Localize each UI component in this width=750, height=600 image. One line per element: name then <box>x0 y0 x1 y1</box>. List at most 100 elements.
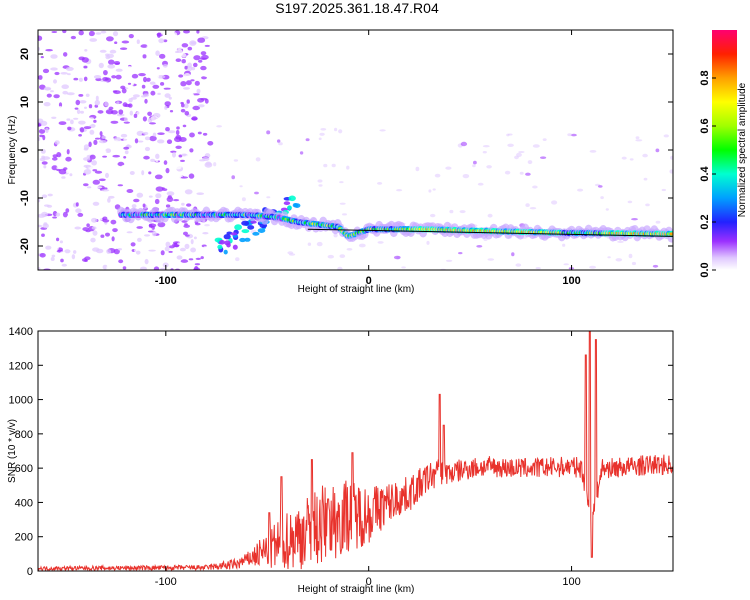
colorbar: 0.0 0.2 0.4 0.6 0.8 Normalized spectral ampl… <box>699 30 748 278</box>
speckle <box>167 195 172 199</box>
speckle <box>118 109 124 115</box>
speckle <box>114 41 118 44</box>
speckle <box>605 208 609 211</box>
speckle <box>160 250 165 256</box>
speckle <box>190 247 197 253</box>
y-tick-label: 1000 <box>9 395 33 407</box>
speckle <box>415 166 420 172</box>
speckle <box>93 139 98 145</box>
speckle <box>144 234 150 237</box>
speckle <box>89 38 98 42</box>
speckle <box>144 47 152 50</box>
speckle <box>83 183 89 187</box>
speckle <box>128 34 134 39</box>
speckle <box>518 151 525 153</box>
speckle <box>670 155 673 160</box>
speckle <box>61 263 67 267</box>
speckle <box>529 207 537 210</box>
speckle <box>76 109 81 115</box>
speckle <box>643 177 648 181</box>
speckle <box>184 73 191 77</box>
speckle <box>89 129 95 135</box>
speckle <box>45 127 49 133</box>
speckle <box>101 189 110 192</box>
speckle <box>669 169 673 174</box>
speckle <box>506 133 510 137</box>
speckle <box>207 30 213 34</box>
speckle <box>184 111 190 116</box>
speckle <box>38 75 43 80</box>
speckle <box>181 53 187 58</box>
speckle <box>540 156 547 159</box>
speckle <box>377 182 383 185</box>
speckle <box>203 73 212 78</box>
speckle <box>65 208 70 213</box>
speckle <box>78 148 86 153</box>
speckle <box>143 76 147 83</box>
speckle <box>460 141 468 147</box>
speckle <box>60 72 68 75</box>
speckle <box>287 251 294 255</box>
speckle <box>99 131 103 137</box>
speckle <box>112 31 119 37</box>
speckle <box>166 191 175 197</box>
speckle <box>504 170 511 175</box>
speckle <box>663 134 669 138</box>
speckle <box>161 42 170 48</box>
signal-blob <box>247 225 255 230</box>
speckle <box>86 138 93 142</box>
speckle <box>154 198 160 205</box>
speckle <box>655 148 660 153</box>
speckle <box>379 129 386 132</box>
spectrogram-x-label: Height of straight line (km) <box>298 284 415 295</box>
speckle <box>525 203 530 208</box>
speckle <box>136 55 144 61</box>
speckle <box>589 150 597 153</box>
speckle <box>527 160 533 165</box>
speckle <box>519 171 524 175</box>
speckle <box>473 160 477 165</box>
speckle <box>133 198 140 203</box>
speckle <box>124 103 131 108</box>
speckle <box>83 76 88 82</box>
speckle <box>193 62 198 68</box>
speckle <box>459 210 466 214</box>
speckle <box>173 69 178 73</box>
speckle <box>195 257 201 260</box>
speckle <box>73 77 79 81</box>
signal-blob <box>250 220 257 224</box>
speckle <box>164 101 171 107</box>
speckle <box>134 138 139 144</box>
speckle <box>112 228 118 233</box>
speckle <box>254 191 259 195</box>
speckle <box>197 131 202 135</box>
speckle <box>458 252 463 255</box>
speckle <box>432 188 436 191</box>
speckle <box>621 156 627 160</box>
speckle <box>216 125 223 128</box>
speckle <box>168 245 175 249</box>
speckle <box>143 131 149 136</box>
speckle <box>155 158 159 162</box>
speckle <box>79 127 85 133</box>
speckle <box>155 167 161 172</box>
speckle <box>115 74 122 80</box>
speckle <box>106 249 112 254</box>
speckle <box>320 128 327 131</box>
speckle <box>48 178 55 182</box>
speckle <box>147 117 153 123</box>
speckle <box>184 155 192 161</box>
speckle <box>188 93 195 96</box>
speckle <box>187 65 193 72</box>
speckle <box>183 103 189 109</box>
speckle <box>102 77 109 82</box>
speckle <box>428 189 432 193</box>
x-tick-label: -100 <box>155 275 177 287</box>
speckle <box>120 242 124 246</box>
speckle <box>158 78 162 83</box>
speckle <box>142 54 147 59</box>
speckle <box>163 256 169 259</box>
speckle <box>174 164 182 170</box>
speckle <box>78 77 83 82</box>
speckle <box>131 73 139 79</box>
